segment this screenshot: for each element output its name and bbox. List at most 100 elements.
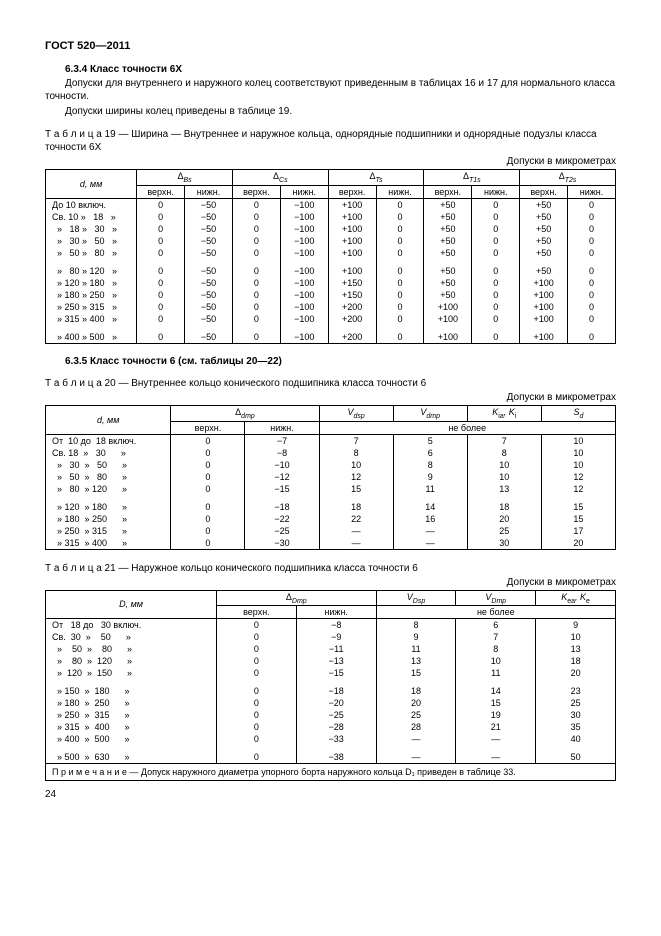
table-cell: −28 — [296, 721, 376, 733]
table-cell: −100 — [280, 301, 328, 313]
table-cell: 11 — [393, 483, 467, 495]
table-row-d: » 400 » 500 » — [46, 331, 137, 344]
table-cell: −50 — [185, 198, 233, 211]
table-cell: 10 — [541, 434, 615, 447]
table-row-d: Св. 30 » 50 » — [46, 631, 217, 643]
table-cell: 0 — [217, 667, 297, 679]
table-cell: — — [393, 525, 467, 537]
t21-h3: VDmp — [456, 590, 536, 606]
table-cell: 18 — [536, 655, 616, 667]
section-634-title: 6.3.4 Класс точности 6X — [65, 64, 616, 75]
table-cell: +50 — [424, 235, 472, 247]
t19-h3: ΔTs — [328, 170, 424, 186]
units-21: Допуски в микрометрах — [45, 577, 616, 588]
t20-nb: не более — [319, 421, 615, 434]
table-cell: 0 — [171, 525, 245, 537]
table-cell: 0 — [217, 655, 297, 667]
table-cell: — — [376, 733, 456, 745]
table-cell: 0 — [137, 289, 185, 301]
table-cell: 25 — [376, 709, 456, 721]
table-cell: 0 — [376, 211, 424, 223]
para-634-2: Допуски ширины колец приведены в таблице… — [45, 105, 616, 118]
table-cell: 0 — [137, 247, 185, 259]
table-cell: 6 — [393, 447, 467, 459]
table-cell: 0 — [376, 235, 424, 247]
table-cell: −100 — [280, 235, 328, 247]
table-cell: 0 — [376, 198, 424, 211]
table-cell: +100 — [520, 289, 568, 301]
table-cell: — — [456, 733, 536, 745]
table-row-d: » 80 » 120 » — [46, 655, 217, 667]
table-cell: 0 — [137, 331, 185, 344]
table-21: D, мм ΔDmp VDsp VDmp Kea, Ke верхн. нижн… — [45, 590, 616, 782]
table-cell: +150 — [328, 289, 376, 301]
table-cell: 0 — [171, 471, 245, 483]
table-cell: 0 — [137, 277, 185, 289]
t19-h5: ΔT2s — [520, 170, 616, 186]
table-cell: 0 — [472, 211, 520, 223]
table-row-d: » 80 » 120 » — [46, 265, 137, 277]
table-cell: 0 — [171, 501, 245, 513]
table-row-d: » 180 » 250 » — [46, 289, 137, 301]
table-cell: 11 — [376, 643, 456, 655]
table-cell: −33 — [296, 733, 376, 745]
table-cell: 0 — [232, 289, 280, 301]
table-cell: 10 — [541, 459, 615, 471]
table-cell: 9 — [393, 471, 467, 483]
t19-vn3: верхн. — [328, 185, 376, 198]
table-cell: −100 — [280, 198, 328, 211]
table-cell: −50 — [185, 289, 233, 301]
table-cell: — — [456, 751, 536, 764]
table-cell: +100 — [424, 301, 472, 313]
table-cell: 0 — [137, 301, 185, 313]
table-cell: 13 — [536, 643, 616, 655]
table-cell: −50 — [185, 211, 233, 223]
table-cell: 30 — [467, 537, 541, 550]
table-cell: −8 — [245, 447, 319, 459]
table-cell: 30 — [536, 709, 616, 721]
table-cell: −15 — [245, 483, 319, 495]
table-cell: 17 — [541, 525, 615, 537]
t21-nb: не более — [376, 606, 615, 619]
table-cell: 0 — [232, 313, 280, 325]
table-cell: 8 — [467, 447, 541, 459]
t21-h2: VDsp — [376, 590, 456, 606]
table-cell: +100 — [328, 223, 376, 235]
table-cell: 15 — [541, 501, 615, 513]
table-cell: −50 — [185, 277, 233, 289]
table-cell: −50 — [185, 235, 233, 247]
table-cell: 7 — [467, 434, 541, 447]
table19-caption: Т а б л и ц а 19 — Ширина — Внутреннее и… — [45, 128, 616, 154]
table-cell: 0 — [137, 235, 185, 247]
table-cell: +150 — [328, 277, 376, 289]
table-cell: 8 — [456, 643, 536, 655]
table-cell: 0 — [472, 198, 520, 211]
t19-nn4: нижн. — [472, 185, 520, 198]
table-cell: 0 — [472, 289, 520, 301]
table-cell: 0 — [472, 265, 520, 277]
table-cell: −100 — [280, 331, 328, 344]
table-row-d: » 50 » 80 » — [46, 471, 171, 483]
table-cell: 0 — [217, 619, 297, 632]
table-row-d: От 18 до 30 включ. — [46, 619, 217, 632]
table-cell: — — [393, 537, 467, 550]
table-cell: 10 — [467, 471, 541, 483]
para-634-1: Допуски для внутреннего и наружного коле… — [45, 77, 616, 103]
table-cell: +100 — [520, 277, 568, 289]
table-cell: +50 — [424, 211, 472, 223]
table-cell: −13 — [296, 655, 376, 667]
table-cell: 5 — [393, 434, 467, 447]
table-row-d: » 180 » 250 » — [46, 697, 217, 709]
table-cell: 10 — [456, 655, 536, 667]
table-cell: 0 — [137, 265, 185, 277]
table-row-d: » 80 » 120 » — [46, 483, 171, 495]
table-cell: 0 — [171, 537, 245, 550]
table-row-d: » 500 » 630 » — [46, 751, 217, 764]
table-cell: 0 — [217, 751, 297, 764]
table-cell: 14 — [393, 501, 467, 513]
table-cell: 50 — [536, 751, 616, 764]
table-cell: −15 — [296, 667, 376, 679]
table-cell: — — [319, 525, 393, 537]
table-cell: 0 — [217, 697, 297, 709]
table-cell: 0 — [376, 223, 424, 235]
